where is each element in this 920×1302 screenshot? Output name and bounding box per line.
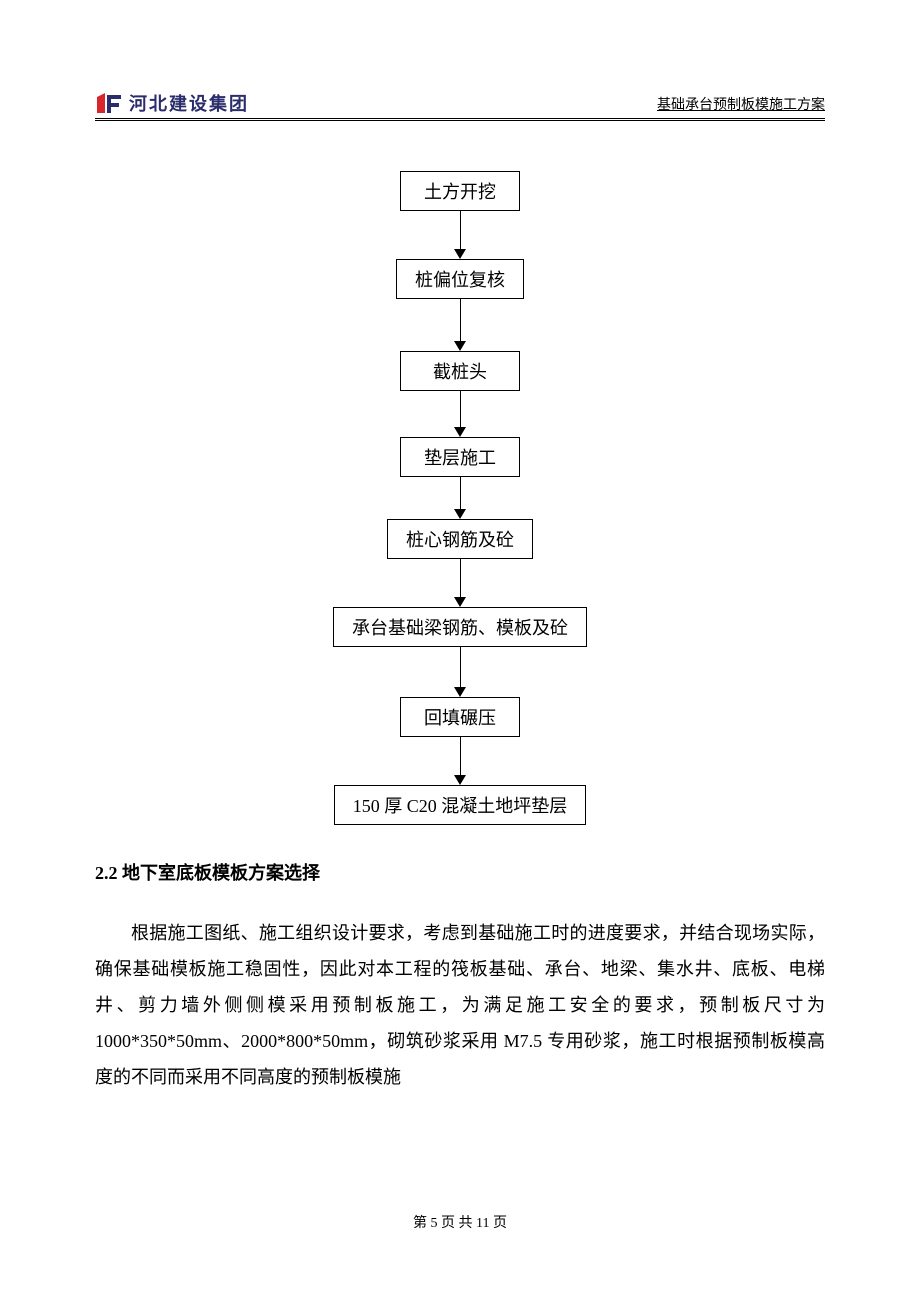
flow-node: 桩偏位复核 bbox=[396, 259, 524, 299]
flow-arrow-icon bbox=[454, 477, 466, 519]
flow-node: 150 厚 C20 混凝土地坪垫层 bbox=[334, 785, 587, 825]
flow-arrow-icon bbox=[454, 391, 466, 437]
section-paragraph: 根据施工图纸、施工组织设计要求，考虑到基础施工时的进度要求，并结合现场实际，确保… bbox=[95, 915, 825, 1095]
flow-node: 桩心钢筋及砼 bbox=[387, 519, 533, 559]
flow-arrow-icon bbox=[454, 559, 466, 607]
flow-arrow-icon bbox=[454, 647, 466, 697]
page-header: 河北建设集团 基础承台预制板模施工方案 bbox=[95, 90, 825, 121]
flow-arrow-icon bbox=[454, 211, 466, 259]
flow-arrow-icon bbox=[454, 737, 466, 785]
document-subtitle: 基础承台预制板模施工方案 bbox=[657, 94, 825, 116]
section-heading: 2.2 地下室底板模板方案选择 bbox=[95, 859, 825, 885]
flow-node: 垫层施工 bbox=[400, 437, 520, 477]
page-footer: 第 5 页 共 11 页 bbox=[0, 1212, 920, 1232]
flow-node: 回填碾压 bbox=[400, 697, 520, 737]
process-flowchart: 土方开挖桩偏位复核截桩头垫层施工桩心钢筋及砼承台基础梁钢筋、模板及砼回填碾压 15… bbox=[95, 171, 825, 825]
page: 河北建设集团 基础承台预制板模施工方案 土方开挖桩偏位复核截桩头垫层施工桩心钢筋… bbox=[0, 0, 920, 1095]
flow-arrow-icon bbox=[454, 299, 466, 351]
page-number: 第 5 页 共 11 页 bbox=[413, 1216, 507, 1231]
flow-node: 承台基础梁钢筋、模板及砼 bbox=[333, 607, 587, 647]
flow-node: 土方开挖 bbox=[400, 171, 520, 211]
logo-icon bbox=[95, 91, 123, 115]
flow-node: 截桩头 bbox=[400, 351, 520, 391]
logo-text: 河北建设集团 bbox=[129, 90, 249, 116]
company-logo: 河北建设集团 bbox=[95, 90, 249, 116]
